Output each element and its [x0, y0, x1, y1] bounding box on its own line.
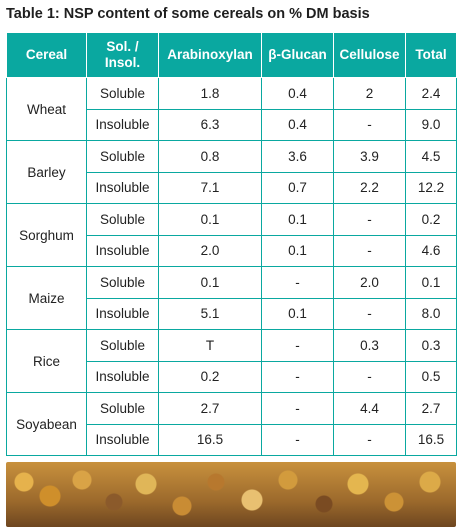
- fraction-type-cell: Insoluble: [86, 423, 159, 456]
- beta-glucan-cell: 0.1: [261, 297, 334, 330]
- beta-glucan-cell: -: [261, 360, 334, 393]
- cellulose-cell: 4.4: [333, 392, 406, 425]
- fraction-type-cell: Insoluble: [86, 297, 159, 330]
- cellulose-cell: -: [333, 423, 406, 456]
- total-cell: 12.2: [405, 171, 457, 204]
- table-row: Maize Soluble 0.1-2.0 0.1: [6, 266, 457, 330]
- cellulose-cell: 2.2: [333, 171, 406, 204]
- fraction-type-cell: Soluble: [86, 392, 159, 425]
- cellulose-cell: -: [333, 297, 406, 330]
- beta-glucan-cell: 0.7: [261, 171, 334, 204]
- header-cereal: Cereal: [6, 32, 87, 78]
- table-row: Barley Soluble 0.8 3.6 3.9 4.5: [6, 140, 457, 204]
- beta-glucan-cell: 0.4: [261, 108, 334, 141]
- table-row: Soyabean Soluble 2.7-4.4 2.7: [6, 392, 457, 456]
- arabinoxylan-cell: 1.8: [158, 77, 262, 110]
- beta-glucan-cell: -: [261, 266, 334, 299]
- arabinoxylan-cell: 5.1: [158, 297, 262, 330]
- arabinoxylan-cell: 2.0: [158, 234, 262, 267]
- fraction-type-cell: Insoluble: [86, 234, 159, 267]
- arabinoxylan-cell: 2.7: [158, 392, 262, 425]
- arabinoxylan-cell: 0.1: [158, 203, 262, 236]
- arabinoxylan-cell: 0.1: [158, 266, 262, 299]
- cereal-name-cell: Barley: [6, 140, 87, 204]
- fraction-type-cell: Insoluble: [86, 360, 159, 393]
- header-cellulose: Cellulose: [333, 32, 406, 78]
- table-row: Rice Soluble T -0.3 0.3: [6, 329, 457, 393]
- beta-glucan-cell: -: [261, 392, 334, 425]
- cellulose-cell: 0.3: [333, 329, 406, 362]
- cereal-name-cell: Soyabean: [6, 392, 87, 456]
- fraction-type-cell: Soluble: [86, 77, 159, 110]
- header-sol-insol-line2: Insol.: [104, 55, 141, 70]
- header-beta-glucan: β-Glucan: [261, 32, 334, 78]
- arabinoxylan-cell: 0.8: [158, 140, 262, 173]
- beta-glucan-cell: 3.6: [261, 140, 334, 173]
- fraction-type-cell: Soluble: [86, 266, 159, 299]
- beta-glucan-cell: -: [261, 329, 334, 362]
- cellulose-cell: 2: [333, 77, 406, 110]
- grain-photo: [6, 462, 456, 527]
- total-cell: 16.5: [405, 423, 457, 456]
- total-cell: 4.5: [405, 140, 457, 173]
- cellulose-cell: -: [333, 203, 406, 236]
- table-title: Table 1: NSP content of some cereals on …: [6, 6, 370, 22]
- arabinoxylan-cell: T: [158, 329, 262, 362]
- header-total: Total: [405, 32, 457, 78]
- total-cell: 0.3: [405, 329, 457, 362]
- total-cell: 0.2: [405, 203, 457, 236]
- total-cell: 8.0: [405, 297, 457, 330]
- header-arabinoxylan: Arabinoxylan: [158, 32, 262, 78]
- total-cell: 2.4: [405, 77, 457, 110]
- arabinoxylan-cell: 7.1: [158, 171, 262, 204]
- fraction-type-cell: Insoluble: [86, 108, 159, 141]
- table-row: Sorghum Soluble 0.1 0.1-0.2: [6, 203, 457, 267]
- fraction-type-cell: Soluble: [86, 203, 159, 236]
- beta-glucan-cell: -: [261, 423, 334, 456]
- cereal-name-cell: Rice: [6, 329, 87, 393]
- total-cell: 4.6: [405, 234, 457, 267]
- total-cell: 0.5: [405, 360, 457, 393]
- table-row: Wheat Soluble 1.8 0.4 2 2.4: [6, 77, 457, 141]
- fraction-type-cell: Insoluble: [86, 171, 159, 204]
- beta-glucan-cell: 0.1: [261, 203, 334, 236]
- total-cell: 2.7: [405, 392, 457, 425]
- cellulose-cell: -: [333, 234, 406, 267]
- table-row: Insoluble 0.2- -0.5: [7, 360, 457, 393]
- header-sol-insol: Sol. / Insol.: [86, 32, 159, 78]
- cereal-name-cell: Maize: [6, 266, 87, 330]
- table-body: Wheat Soluble 1.8 0.4 2 2.4 Insoluble 6.3 0.4-9.…: [6, 77, 457, 456]
- cereal-name-cell: Wheat: [6, 77, 87, 141]
- cellulose-cell: 3.9: [333, 140, 406, 173]
- header-row: Cereal Sol. / Insol. Arabinoxylan β-Gluc…: [6, 32, 457, 78]
- fraction-type-cell: Soluble: [86, 140, 159, 173]
- beta-glucan-cell: 0.1: [261, 234, 334, 267]
- fraction-type-cell: Soluble: [86, 329, 159, 362]
- arabinoxylan-cell: 6.3: [158, 108, 262, 141]
- table-row: Insoluble 16.5- -16.5: [7, 423, 457, 456]
- cellulose-cell: -: [333, 360, 406, 393]
- total-cell: 0.1: [405, 266, 457, 299]
- table-row: Insoluble 5.1 0.1-8.0: [7, 297, 457, 330]
- header-sol-insol-line1: Sol. /: [106, 39, 139, 54]
- cereal-name-cell: Sorghum: [6, 203, 87, 267]
- nsp-table: Cereal Sol. / Insol. Arabinoxylan β-Gluc…: [6, 32, 457, 456]
- cellulose-cell: 2.0: [333, 266, 406, 299]
- cellulose-cell: -: [333, 108, 406, 141]
- arabinoxylan-cell: 16.5: [158, 423, 262, 456]
- total-cell: 9.0: [405, 108, 457, 141]
- arabinoxylan-cell: 0.2: [158, 360, 262, 393]
- table-row: Insoluble 6.3 0.4-9.0: [7, 108, 457, 141]
- beta-glucan-cell: 0.4: [261, 77, 334, 110]
